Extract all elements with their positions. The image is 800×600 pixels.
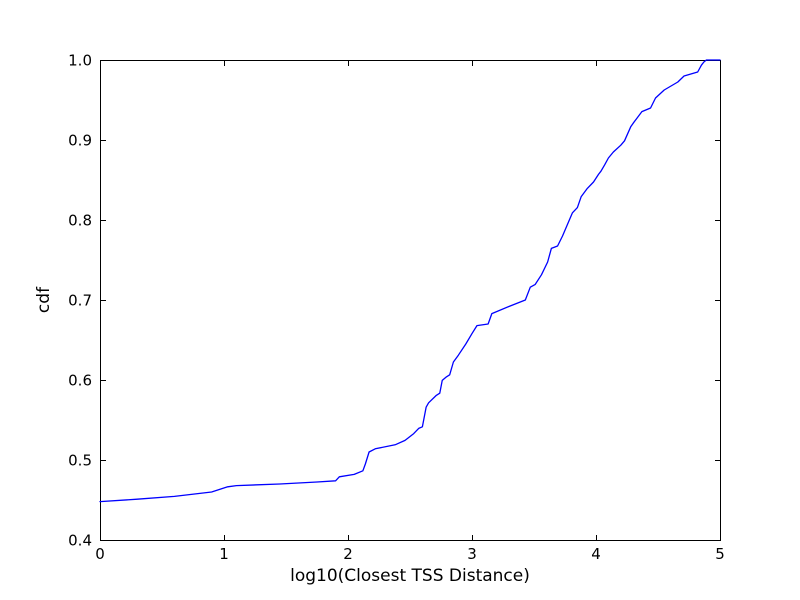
x-tick-label: 3 <box>467 545 477 563</box>
y-tick-label: 0.8 <box>68 212 92 230</box>
y-tick-label: 0.5 <box>68 452 92 470</box>
x-tick-label: 4 <box>591 545 601 563</box>
x-tick-label: 0 <box>95 545 105 563</box>
y-tick-label: 1.0 <box>68 52 92 70</box>
y-tick-label: 0.9 <box>68 132 92 150</box>
x-axis-label: log10(Closest TSS Distance) <box>290 566 530 586</box>
y-tick-label: 0.6 <box>68 372 92 390</box>
plot-frame <box>100 60 721 541</box>
cdf-curve <box>99 59 721 503</box>
y-tick-label: 0.7 <box>68 292 92 310</box>
y-tick-label: 0.4 <box>68 532 92 550</box>
y-axis-label: cdf <box>34 286 54 314</box>
x-tick-label: 5 <box>715 545 725 563</box>
x-tick-label: 1 <box>219 545 229 563</box>
x-tick-label: 2 <box>343 545 353 563</box>
